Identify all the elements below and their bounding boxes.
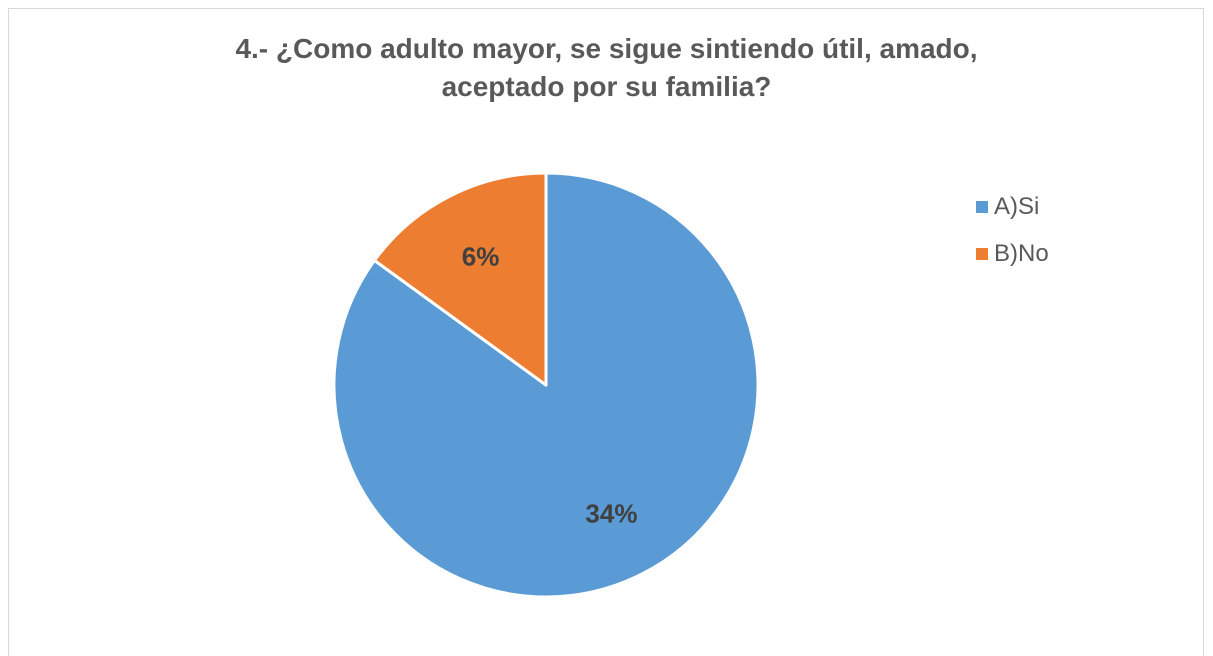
- chart-title-line-1: 4.- ¿Como adulto mayor, se sigue sintien…: [235, 33, 978, 64]
- data-label-si: 34%: [585, 498, 637, 528]
- legend-swatch-no: [976, 248, 988, 260]
- legend-item-no: B)No: [976, 240, 1049, 268]
- legend-label-no: B)No: [994, 240, 1049, 267]
- data-label-no: 6%: [462, 242, 500, 272]
- legend-swatch-si: [976, 201, 988, 213]
- legend-item-si: A)Si: [976, 193, 1049, 221]
- pie-slices: [332, 171, 760, 599]
- legend-label-si: A)Si: [994, 193, 1040, 220]
- pie-slice-no: [372, 171, 548, 387]
- chart-title: 4.- ¿Como adulto mayor, se sigue sintien…: [0, 30, 1213, 106]
- pie-data-labels: 34% 6%: [462, 242, 638, 529]
- legend: A)Si B)No: [976, 193, 1049, 287]
- chart-title-line-2: aceptado por su familia?: [441, 71, 772, 102]
